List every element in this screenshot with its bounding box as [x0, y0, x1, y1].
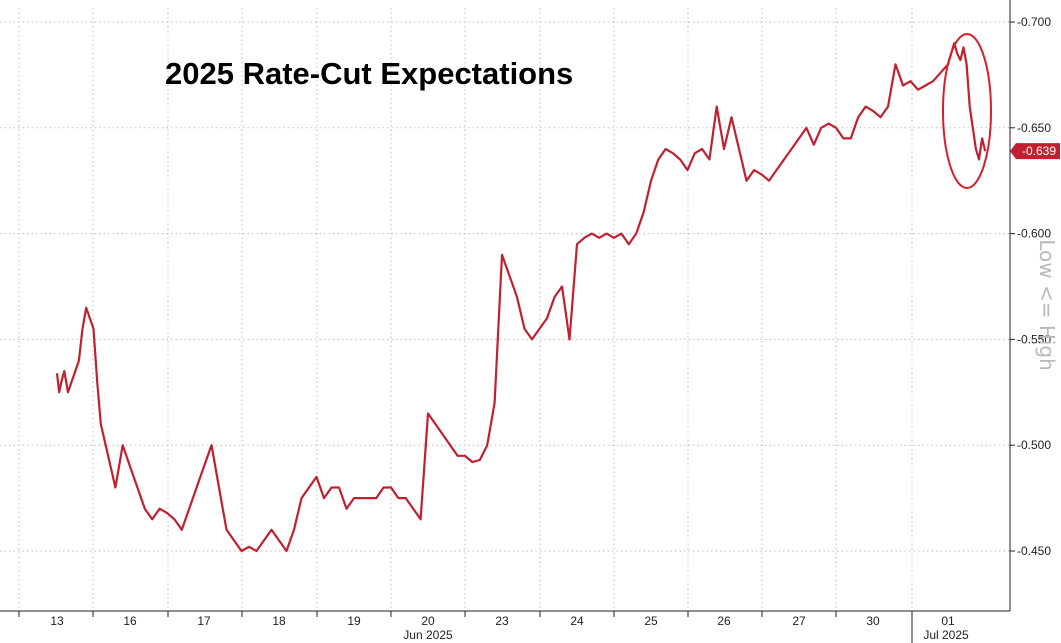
month-label: Jul 2025 [923, 628, 969, 642]
gridlines [0, 8, 1010, 611]
highlight-circle [942, 33, 992, 189]
y-tick-label: -0.550 [1017, 332, 1051, 346]
x-tick-label: 23 [495, 614, 509, 628]
x-tick-label: 30 [866, 614, 880, 628]
x-tick-label: 25 [644, 614, 658, 628]
x-tick-label: 01 [941, 614, 955, 628]
y-tick-label: -0.650 [1017, 121, 1051, 135]
month-label: Jun 2025 [403, 628, 453, 642]
last-value-badge [1010, 143, 1060, 160]
x-tick-label: 20 [421, 614, 435, 628]
y-tick-label: -0.450 [1017, 544, 1051, 558]
last-value-label: -0.639 [1022, 144, 1056, 158]
x-tick-label: 16 [123, 614, 137, 628]
x-tick-label: 27 [792, 614, 806, 628]
direction-label: Low <= High [1035, 239, 1059, 371]
x-tick-label: 26 [717, 614, 731, 628]
y-tick-label: -0.700 [1017, 15, 1051, 29]
x-tick-label: 13 [50, 614, 64, 628]
chart-title: 2025 Rate-Cut Expectations [165, 56, 574, 91]
x-tick-label: 24 [570, 614, 584, 628]
y-tick-label: -0.600 [1017, 227, 1051, 241]
y-tick-label: -0.500 [1017, 438, 1051, 452]
x-tick-label: 19 [347, 614, 361, 628]
series-line [55, 42, 987, 553]
series-layer [55, 42, 987, 553]
annotation-layer: -0.639 [942, 33, 1060, 189]
x-tick-label: 18 [272, 614, 286, 628]
x-tick-label: 17 [197, 614, 211, 628]
